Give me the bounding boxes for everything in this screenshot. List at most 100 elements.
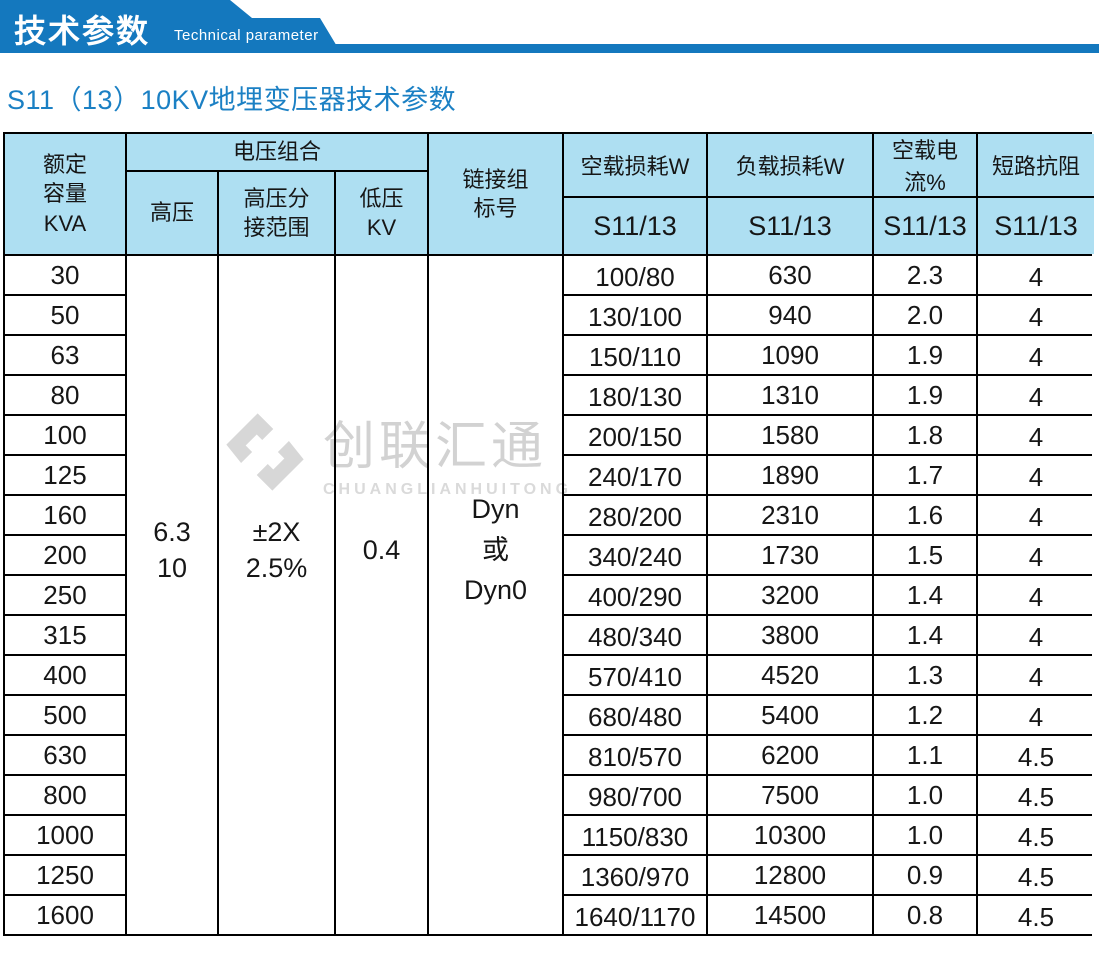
banner-strip <box>0 44 1099 53</box>
value-connection-group-text: Dyn 或 Dyn0 <box>463 494 528 606</box>
cell-no-load-loss: 1150/830 <box>564 816 706 854</box>
cell-impedance: 4 <box>978 416 1094 454</box>
value-high-voltage: 6.3 10 <box>127 256 217 934</box>
header-low-voltage: 低压 KV <box>336 172 427 254</box>
cell-no-load-loss: 180/130 <box>564 376 706 414</box>
cell-no-load-current: 1.4 <box>874 616 976 654</box>
cell-no-load-current: 1.9 <box>874 376 976 414</box>
cell-no-load-loss: 240/170 <box>564 456 706 494</box>
cell-no-load-current: 2.3 <box>874 256 976 294</box>
cell-impedance: 4 <box>978 376 1094 414</box>
cell-no-load-loss: 200/150 <box>564 416 706 454</box>
value-low-voltage: 0.4 <box>336 256 427 934</box>
cell-load-loss: 10300 <box>708 816 872 854</box>
cell-kva: 100 <box>5 416 125 454</box>
cell-no-load-loss: 340/240 <box>564 536 706 574</box>
cell-no-load-current: 1.2 <box>874 696 976 734</box>
cell-no-load-current: 1.7 <box>874 456 976 494</box>
cell-load-loss: 5400 <box>708 696 872 734</box>
cell-no-load-loss: 400/290 <box>564 576 706 614</box>
cell-no-load-current: 1.0 <box>874 776 976 814</box>
cell-impedance: 4.5 <box>978 856 1094 894</box>
header-voltage-combination: 电压组合 <box>127 134 427 170</box>
cell-impedance: 4 <box>978 656 1094 694</box>
cell-no-load-loss: 980/700 <box>564 776 706 814</box>
cell-no-load-loss: 130/100 <box>564 296 706 334</box>
value-connection-group: Dyn 或 Dyn0 <box>429 256 562 934</box>
value-tap-range-text: ±2X 2.5% <box>245 516 308 583</box>
cell-load-loss: 2310 <box>708 496 872 534</box>
cell-load-loss: 6200 <box>708 736 872 774</box>
cell-kva: 30 <box>5 256 125 294</box>
value-low-voltage-text: 0.4 <box>362 534 401 565</box>
cell-impedance: 4 <box>978 496 1094 534</box>
cell-no-load-current: 1.1 <box>874 736 976 774</box>
cell-no-load-current: 1.9 <box>874 336 976 374</box>
cell-impedance: 4 <box>978 296 1094 334</box>
cell-no-load-current: 0.9 <box>874 856 976 894</box>
cell-no-load-loss: 1360/970 <box>564 856 706 894</box>
cell-no-load-current: 1.5 <box>874 536 976 574</box>
cell-load-loss: 3800 <box>708 616 872 654</box>
header-no-load-loss-label: 空载损耗W <box>564 134 706 198</box>
cell-impedance: 4 <box>978 576 1094 614</box>
cell-load-loss: 1890 <box>708 456 872 494</box>
cell-no-load-loss: 100/80 <box>564 256 706 294</box>
cell-load-loss: 1090 <box>708 336 872 374</box>
cell-kva: 1600 <box>5 896 125 934</box>
cell-load-loss: 1580 <box>708 416 872 454</box>
cell-no-load-current: 1.8 <box>874 416 976 454</box>
header-impedance-model: S11/13 <box>994 210 1078 241</box>
cell-impedance: 4.5 <box>978 736 1094 774</box>
header-banner: 技术参数 Technical parameter <box>0 0 1099 53</box>
cell-load-loss: 1310 <box>708 376 872 414</box>
header-no-load-current: 空载电流% S11/13 <box>874 134 976 254</box>
header-no-load-current-model: S11/13 <box>883 210 967 241</box>
cell-kva: 500 <box>5 696 125 734</box>
cell-kva: 1250 <box>5 856 125 894</box>
cell-impedance: 4.5 <box>978 816 1094 854</box>
cell-load-loss: 630 <box>708 256 872 294</box>
header-impedance: 短路抗阻 S11/13 <box>978 134 1094 254</box>
cell-no-load-current: 1.0 <box>874 816 976 854</box>
cell-impedance: 4.5 <box>978 896 1094 934</box>
header-no-load-current-label: 空载电流% <box>874 134 976 198</box>
cell-load-loss: 940 <box>708 296 872 334</box>
cell-no-load-loss: 810/570 <box>564 736 706 774</box>
banner-title: 技术参数 <box>14 13 151 49</box>
cell-kva: 1000 <box>5 816 125 854</box>
header-no-load-loss-model: S11/13 <box>593 210 677 241</box>
cell-no-load-loss: 1640/1170 <box>564 896 706 934</box>
cell-load-loss: 4520 <box>708 656 872 694</box>
header-high-voltage: 高压 <box>127 172 217 254</box>
header-load-loss-model: S11/13 <box>748 210 832 241</box>
cell-impedance: 4 <box>978 616 1094 654</box>
cell-kva: 200 <box>5 536 125 574</box>
banner-subtitle: Technical parameter <box>174 27 319 44</box>
page-title: S11（13）10KV地埋变压器技术参数 <box>7 85 457 115</box>
parameters-table: 额定 容量 KVA 电压组合 高压 高压分 接范围 低压 KV 链接组 标号 空… <box>3 132 1094 936</box>
cell-load-loss: 14500 <box>708 896 872 934</box>
cell-load-loss: 1730 <box>708 536 872 574</box>
cell-no-load-loss: 480/340 <box>564 616 706 654</box>
cell-kva: 63 <box>5 336 125 374</box>
cell-impedance: 4 <box>978 256 1094 294</box>
cell-no-load-loss: 680/480 <box>564 696 706 734</box>
cell-no-load-loss: 150/110 <box>564 336 706 374</box>
cell-impedance: 4.5 <box>978 776 1094 814</box>
header-hv-tap-range: 高压分 接范围 <box>219 172 334 254</box>
cell-kva: 160 <box>5 496 125 534</box>
cell-no-load-current: 1.6 <box>874 496 976 534</box>
cell-load-loss: 7500 <box>708 776 872 814</box>
cell-no-load-loss: 280/200 <box>564 496 706 534</box>
header-connection-group: 链接组 标号 <box>429 134 562 254</box>
cell-load-loss: 12800 <box>708 856 872 894</box>
header-impedance-label: 短路抗阻 <box>978 134 1094 198</box>
cell-impedance: 4 <box>978 536 1094 574</box>
cell-kva: 800 <box>5 776 125 814</box>
header-no-load-loss: 空载损耗W S11/13 <box>564 134 706 254</box>
cell-kva: 50 <box>5 296 125 334</box>
cell-kva: 250 <box>5 576 125 614</box>
cell-impedance: 4 <box>978 456 1094 494</box>
cell-kva: 630 <box>5 736 125 774</box>
